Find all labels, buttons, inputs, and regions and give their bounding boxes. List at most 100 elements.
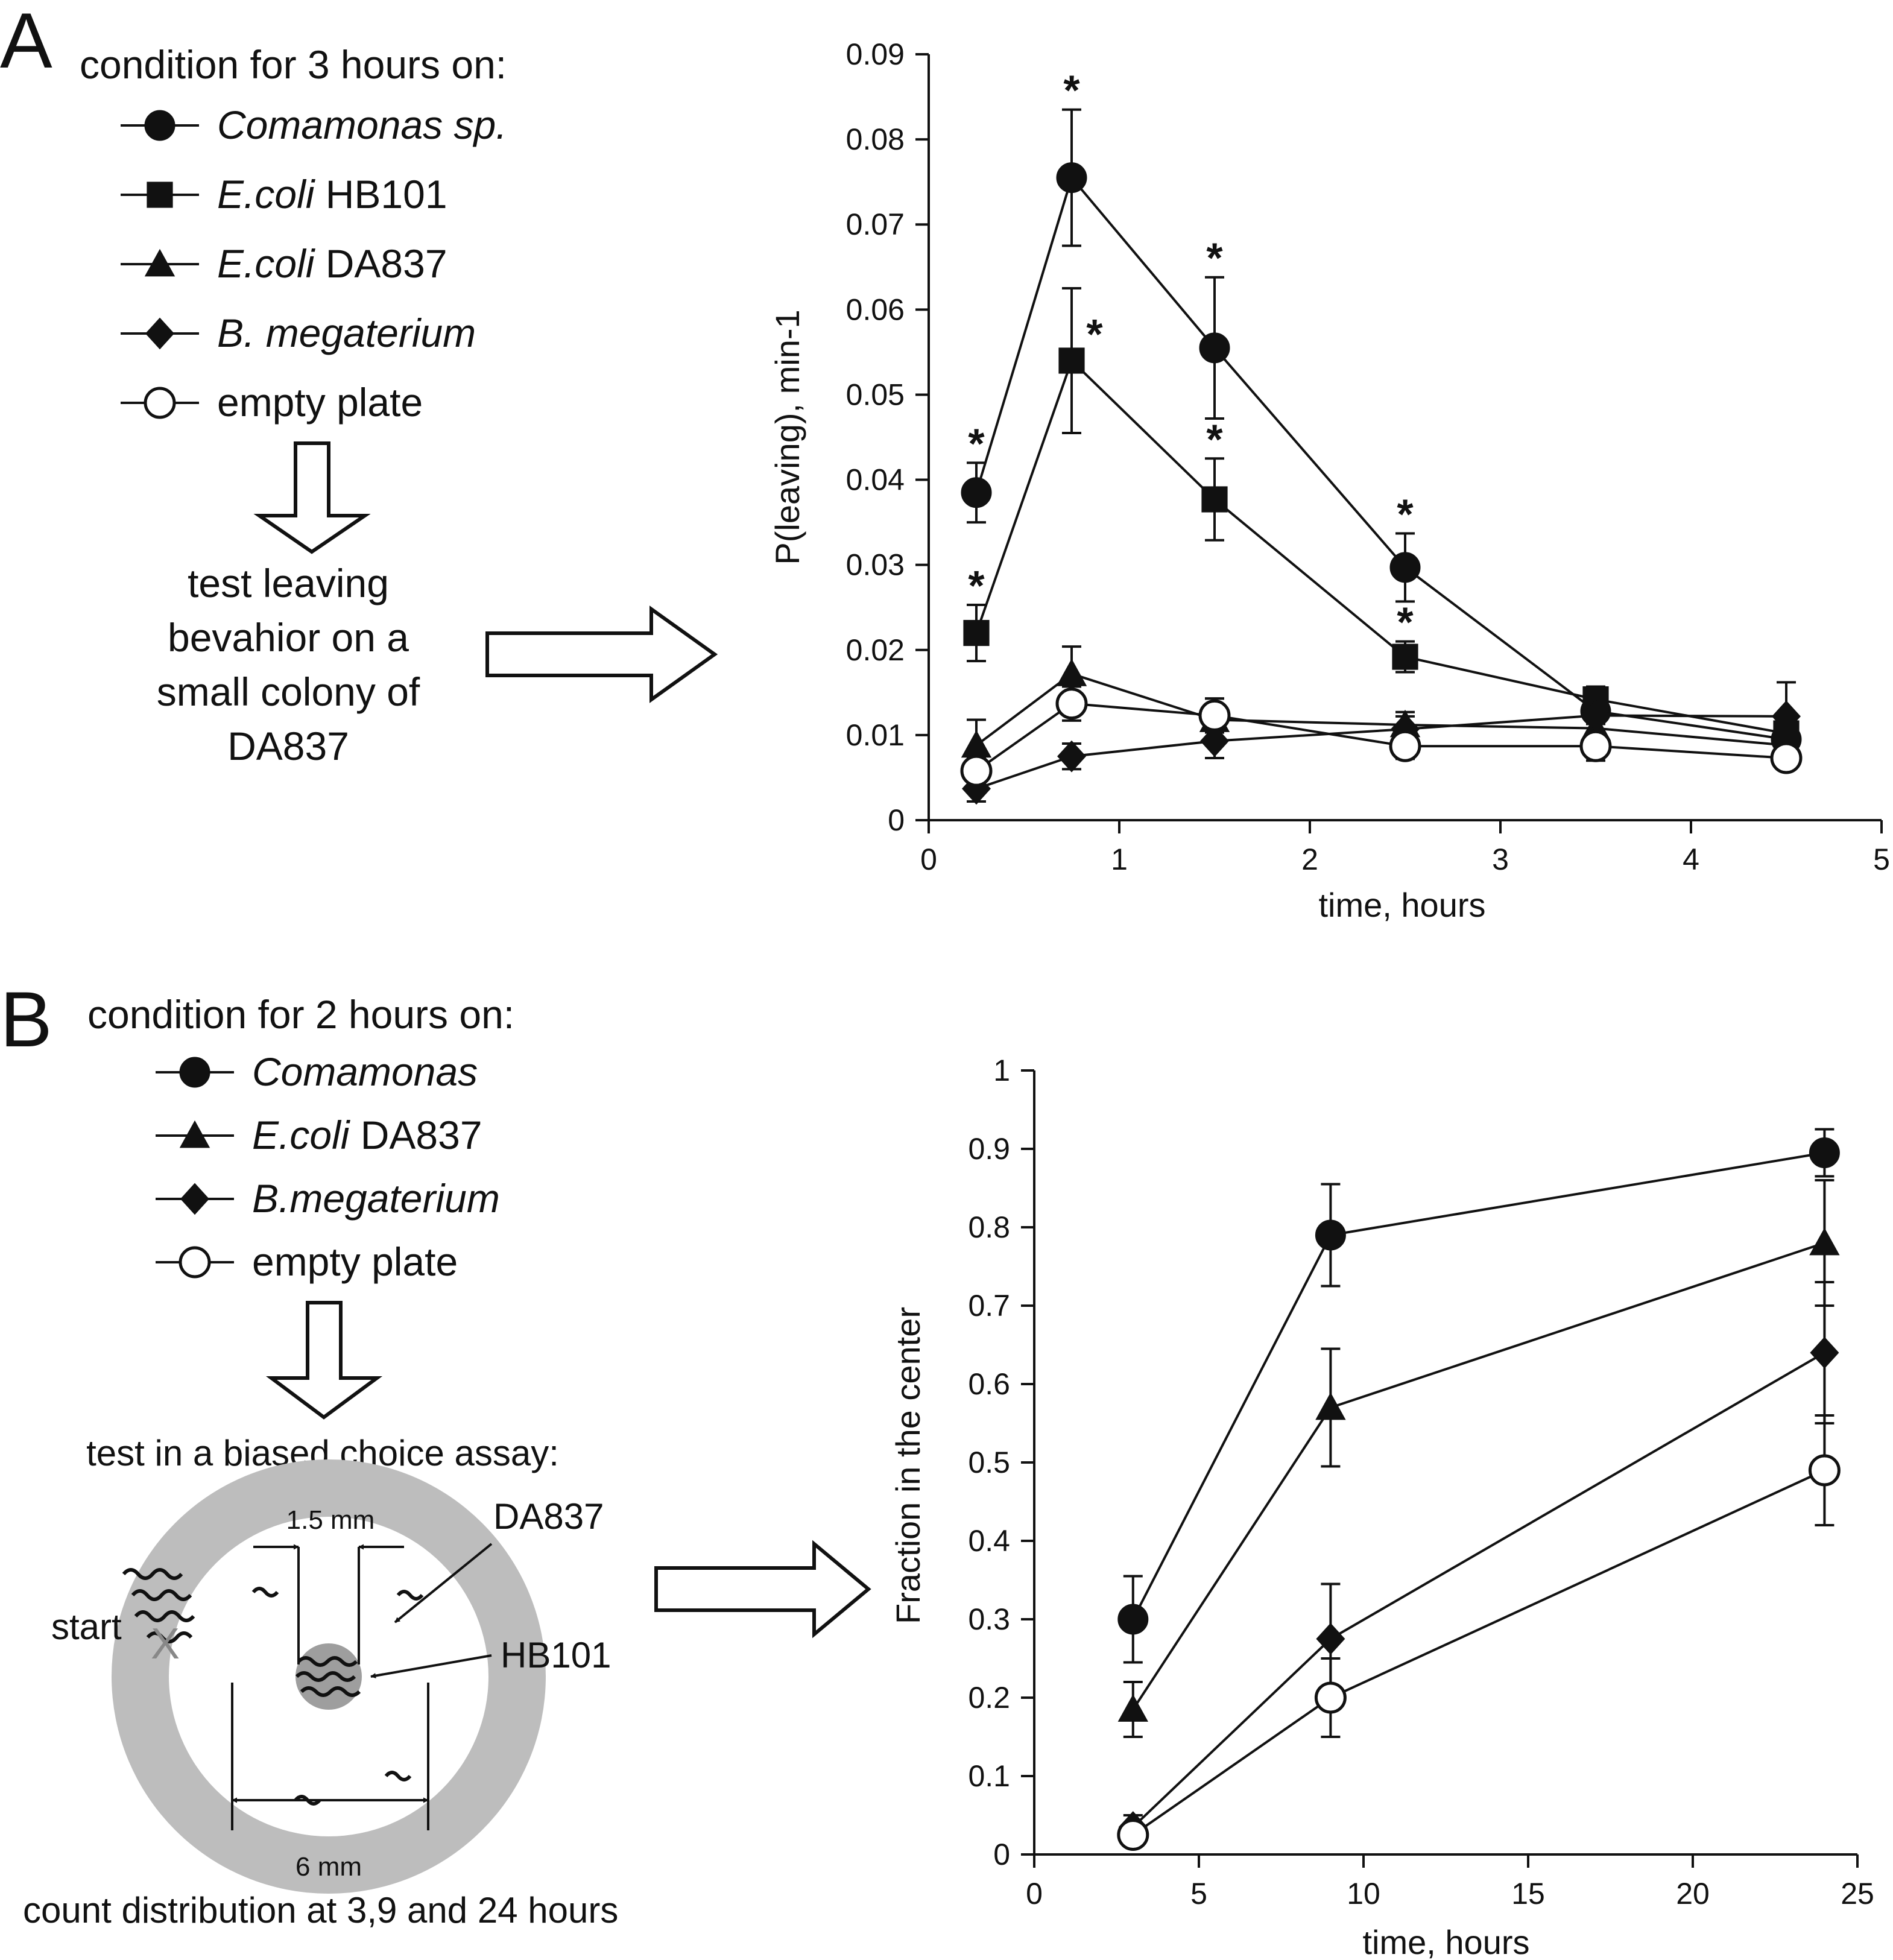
chartB-series-line-filled-triangle [1132,1242,1825,1710]
chartA-point-open-circle [960,754,993,787]
chartB-y-tick-label: 0 [993,1838,1010,1871]
chartA-point-filled-triangle [961,730,992,758]
panel-b-legend-label: Comamonas [252,1049,478,1094]
chartB-x-tick-label: 15 [1511,1877,1545,1911]
panel-b-legend-marker-open-circle-icon [179,1246,211,1279]
chartA-x-tick-label: 5 [1873,842,1890,876]
chartB-x-tick-label: 25 [1841,1877,1874,1911]
panel-a-legend-label-italic: E.coli [217,241,316,286]
panel-a-legend-marker-open-circle-icon [144,387,176,419]
chartA-point-filled-square [1392,643,1418,670]
panel-b-legend-label-plain: DA837 [349,1113,482,1157]
chartA-y-tick-label: 0.07 [846,207,905,241]
chartB-series-line-filled-diamond [1132,1351,1825,1828]
panel-b-legend-marker-filled-circle-icon [179,1057,210,1088]
panel-a-test-line-3: small colony of [157,669,420,714]
chartA-point-filled-diamond [1581,700,1610,732]
panel-a-letter: A [0,0,52,84]
panel-a-legend-label-plain: empty plate [217,380,423,425]
chartB-point-filled-triangle [1315,1392,1346,1420]
outer-width-label: 6 mm [295,1852,362,1882]
chart-a-markers [960,162,1803,805]
chartA-x-tick-label: 1 [1111,842,1128,876]
panel-a-legend-marker-filled-triangle-icon [144,248,175,277]
panel-b-legend-marker-filled-diamond-icon [180,1183,209,1215]
chartB-point-open-circle [1314,1681,1347,1714]
panel-a-right-arrow-icon [485,605,718,703]
ring-callout-arrow [394,1543,493,1623]
chartA-point-filled-diamond [1057,740,1086,773]
chartA-point-open-circle [1055,688,1088,720]
chartB-y-tick-label: 0.3 [968,1602,1010,1636]
panel-a-condition-title: condition for 3 hours on: [80,42,507,87]
chartA-point-filled-diamond [1391,713,1420,745]
panel-b-legend-label: empty plate [252,1239,458,1284]
chartA-significance-star: * [1397,490,1414,537]
chart-a-error-bars [967,108,1796,803]
chartA-point-filled-circle [961,477,992,508]
chartA-point-filled-circle [1199,332,1230,364]
chart-b-series-lines [1132,1151,1825,1836]
chartA-point-open-circle [1389,730,1421,762]
panel-a-legend-label: B. megaterium [217,311,476,355]
start-label: start [51,1607,122,1647]
chartA-significance-star: * [1206,235,1223,282]
chartA-significance-star: * [968,562,985,609]
chartB-y-tick-label: 0.5 [968,1446,1010,1479]
panel-a-legend-label: E.coli HB101 [217,172,447,217]
chartB-series-line-open-circle [1132,1469,1825,1836]
chartB-y-tick-label: 0.8 [968,1210,1010,1244]
chartA-y-tick-label: 0.03 [846,548,905,582]
chartA-point-filled-circle [1389,552,1421,583]
chart-b: 0 5 10 15 20 2500.10.20.30.40.50.60.70.80.91 … [889,1054,1874,1960]
center-label: HB101 [501,1635,611,1675]
panel-a-legend-label-italic: Comamonas sp. [217,103,507,147]
chartA-significance-star: * [1063,67,1080,114]
chartA-point-filled-circle [1056,162,1087,194]
chart-a: 0 1 2 3 4 5 0 0.01 0.02 0.03 0.04 0.05 0.06 0.07 0.08 0… [768,37,1890,924]
chartA-y-tick-label: 0.09 [846,37,905,71]
chartB-y-tick-label: 0.6 [968,1367,1010,1401]
chartA-series-line-filled-square [975,358,1787,735]
chartA-y-tick-label: 0.01 [846,718,905,752]
panel-a-test-line-1: test leaving [188,561,389,605]
panel-a-legend-label-italic: B. megaterium [217,311,476,355]
panel-a-test-text: test leaving bevahior on a small colony … [157,561,420,768]
chartA-point-filled-diamond [1772,700,1801,733]
chart-a-y-label: P(leaving), min-1 [768,309,806,564]
panel-a-down-arrow-icon [253,441,371,554]
chartA-x-tick-label: 0 [920,842,937,876]
chartB-point-open-circle [1117,1819,1149,1851]
chartA-point-filled-diamond [1200,725,1229,757]
chart-b-markers [1117,1137,1841,1851]
assay-diagram: start X 1.5 mm 6 mm DA837 HB101 [51,1459,611,1894]
center-callout-arrow [370,1654,492,1679]
chartA-x-tick-label: 3 [1492,842,1509,876]
chartB-point-filled-circle [1809,1137,1840,1168]
ring-label: DA837 [493,1496,604,1537]
panel-a-legend-marker-filled-circle-icon [144,110,175,141]
chartB-point-filled-diamond [1810,1336,1839,1369]
chartA-y-tick-label: 0.06 [846,292,905,326]
chartB-point-filled-diamond [1316,1623,1345,1655]
panel-b-legend-label: B.megaterium [252,1176,500,1221]
panel-b-legend-label-plain: empty plate [252,1239,458,1284]
chartB-y-tick-label: 0.2 [968,1681,1010,1715]
chartA-point-open-circle [1770,742,1803,774]
panel-b-right-arrow-icon [654,1540,871,1639]
chartA-significance-star: * [1397,599,1414,646]
chartA-point-filled-diamond [962,773,991,805]
chartB-point-filled-triangle [1117,1694,1148,1722]
chartA-series-line-filled-triangle [975,672,1787,747]
chartA-significance-star: * [1206,416,1223,463]
chartA-x-tick-label: 4 [1683,842,1699,876]
chartA-point-open-circle [1198,699,1231,732]
chartB-y-tick-label: 0.9 [968,1132,1010,1166]
start-marker: X [151,1620,180,1668]
panel-b-legend-label-italic: B.megaterium [252,1176,500,1221]
chartA-significance-star: * [968,420,985,467]
panel-a-legend-label-italic: E.coli [217,172,316,217]
chartB-y-tick-label: 0.7 [968,1289,1010,1323]
chart-b-ticks: 0 5 10 15 20 25 0 0.1 0.2 0.3 0.4 0.5 0.6 0.7 0.8 0.9 1 [968,1054,1874,1911]
